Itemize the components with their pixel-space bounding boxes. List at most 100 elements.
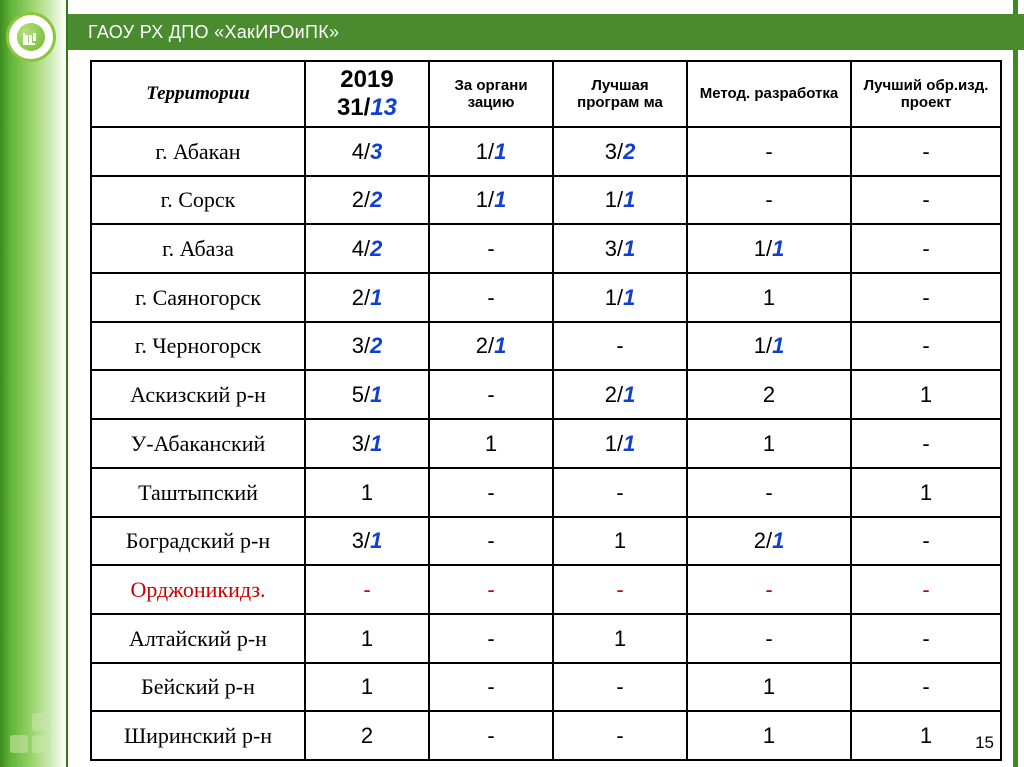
table-row: г. Абаза4/2-3/11/1- xyxy=(91,224,1001,273)
data-cell: 1 xyxy=(687,711,851,760)
table-row: Боградский р-н3/1-12/1- xyxy=(91,517,1001,566)
column-header: За органи зацию xyxy=(429,61,553,127)
table-row: У-Абаканский3/111/11- xyxy=(91,419,1001,468)
data-cell: 1/1 xyxy=(553,419,687,468)
column-header: 201931/13 xyxy=(305,61,429,127)
data-cell: 3/2 xyxy=(305,322,429,371)
data-cell: 2 xyxy=(305,711,429,760)
table-row: г. Саяногорск2/1-1/11- xyxy=(91,273,1001,322)
table-row: Алтайский р-н1-1-- xyxy=(91,614,1001,663)
data-cell: 1 xyxy=(429,419,553,468)
right-accent-line xyxy=(1013,0,1018,767)
data-cell: - xyxy=(553,322,687,371)
column-header: Лучшая програм ма xyxy=(553,61,687,127)
data-cell: 2 xyxy=(687,370,851,419)
territory-name: г. Абакан xyxy=(91,127,305,176)
data-cell: - xyxy=(851,224,1001,273)
data-cell: 3/1 xyxy=(305,517,429,566)
data-cell: - xyxy=(687,468,851,517)
territory-name: Бейский р-н xyxy=(91,663,305,712)
table-header: Территории201931/13За органи зациюЛучшая… xyxy=(91,61,1001,127)
data-cell: - xyxy=(687,176,851,225)
territories-table: Территории201931/13За органи зациюЛучшая… xyxy=(90,60,1002,761)
data-cell: 1/1 xyxy=(553,176,687,225)
data-cell: - xyxy=(851,663,1001,712)
data-cell: - xyxy=(553,565,687,614)
data-cell: 2/2 xyxy=(305,176,429,225)
territory-name: Орджоникидз. xyxy=(91,565,305,614)
data-cell: - xyxy=(851,419,1001,468)
data-cell: - xyxy=(429,614,553,663)
column-header: Территории xyxy=(91,61,305,127)
data-cell: - xyxy=(851,127,1001,176)
table-row: Ширинский р-н2--11 xyxy=(91,711,1001,760)
data-cell: 1/1 xyxy=(687,224,851,273)
column-header: Метод. разработка xyxy=(687,61,851,127)
org-name: ГАОУ РХ ДПО «ХакИРОиПК» xyxy=(88,22,339,43)
table-row: Орджоникидз.----- xyxy=(91,565,1001,614)
data-cell: 1 xyxy=(553,517,687,566)
data-cell: 1 xyxy=(305,663,429,712)
data-cell: 1 xyxy=(687,273,851,322)
header-row: Территории201931/13За органи зациюЛучшая… xyxy=(91,61,1001,127)
data-cell: - xyxy=(851,565,1001,614)
table-row: Аскизский р-н5/1-2/121 xyxy=(91,370,1001,419)
data-cell: 2/1 xyxy=(553,370,687,419)
data-cell: - xyxy=(687,565,851,614)
data-cell: 1 xyxy=(305,614,429,663)
data-cell: - xyxy=(687,614,851,663)
territory-name: Таштыпский xyxy=(91,468,305,517)
territory-name: г. Абаза xyxy=(91,224,305,273)
data-cell: 1 xyxy=(305,468,429,517)
table-row: г. Сорск2/21/11/1-- xyxy=(91,176,1001,225)
table-row: Бейский р-н1--1- xyxy=(91,663,1001,712)
data-cell: - xyxy=(851,176,1001,225)
data-cell: 1 xyxy=(687,419,851,468)
title-bar: ГАОУ РХ ДПО «ХакИРОиПК» xyxy=(68,14,1024,50)
table-row: Таштыпский1---1 xyxy=(91,468,1001,517)
data-cell: - xyxy=(851,273,1001,322)
table-row: г. Черногорск3/22/1-1/1- xyxy=(91,322,1001,371)
territory-name: г. Черногорск xyxy=(91,322,305,371)
data-cell: - xyxy=(851,614,1001,663)
data-cell: - xyxy=(429,224,553,273)
data-cell: 3/1 xyxy=(553,224,687,273)
data-cell: - xyxy=(429,273,553,322)
page-number: 15 xyxy=(971,733,998,753)
data-cell: - xyxy=(429,517,553,566)
data-cell: 2/1 xyxy=(429,322,553,371)
data-cell: 2/1 xyxy=(687,517,851,566)
data-cell: - xyxy=(429,711,553,760)
territory-name: г. Саяногорск xyxy=(91,273,305,322)
data-cell: - xyxy=(429,663,553,712)
data-cell: - xyxy=(429,565,553,614)
data-cell: 1 xyxy=(553,614,687,663)
slide: ГАОУ РХ ДПО «ХакИРОиПК» Территории201931… xyxy=(0,0,1024,767)
territory-name: г. Сорск xyxy=(91,176,305,225)
column-header: Лучший обр.изд. проект xyxy=(851,61,1001,127)
territory-name: У-Абаканский xyxy=(91,419,305,468)
data-cell: 5/1 xyxy=(305,370,429,419)
corner-decoration-icon xyxy=(10,713,54,757)
data-cell: 2/1 xyxy=(305,273,429,322)
data-cell: - xyxy=(553,711,687,760)
data-cell: 1 xyxy=(851,370,1001,419)
table-body: г. Абакан4/31/13/2--г. Сорск2/21/11/1--г… xyxy=(91,127,1001,760)
data-cell: - xyxy=(305,565,429,614)
data-cell: - xyxy=(851,517,1001,566)
data-cell: 3/2 xyxy=(553,127,687,176)
data-cell: 3/1 xyxy=(305,419,429,468)
data-cell: 1/1 xyxy=(429,176,553,225)
territory-name: Боградский р-н xyxy=(91,517,305,566)
data-cell: 1/1 xyxy=(553,273,687,322)
data-cell: - xyxy=(687,127,851,176)
data-cell: - xyxy=(429,370,553,419)
data-cell: - xyxy=(429,468,553,517)
territory-name: Ширинский р-н xyxy=(91,711,305,760)
data-cell: - xyxy=(553,663,687,712)
table-row: г. Абакан4/31/13/2-- xyxy=(91,127,1001,176)
data-cell: - xyxy=(553,468,687,517)
data-cell: 4/2 xyxy=(305,224,429,273)
territory-name: Алтайский р-н xyxy=(91,614,305,663)
content-area: Территории201931/13За органи зациюЛучшая… xyxy=(90,60,1000,761)
